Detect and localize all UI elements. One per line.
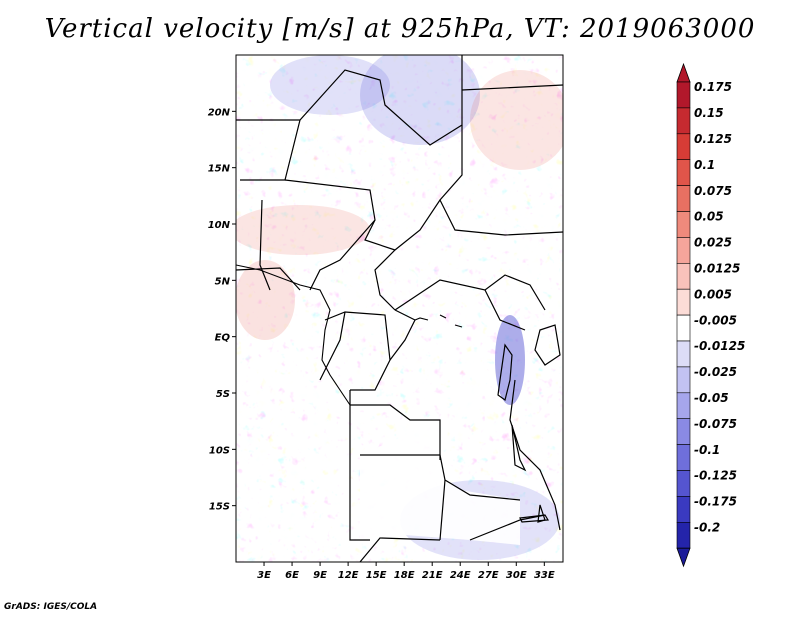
- colorbar-label: -0.025: [694, 365, 737, 379]
- colorbar-swatch: [676, 314, 691, 342]
- colorbar-label: -0.05: [694, 391, 729, 405]
- colorbar-label: -0.125: [694, 469, 737, 483]
- country-boundaries: [236, 55, 563, 562]
- lon-tick-label: 12E: [338, 570, 359, 581]
- colorbar-label: -0.2: [694, 520, 720, 534]
- colorbar-label: 0.15: [694, 106, 724, 120]
- colorbar-swatch: [676, 366, 691, 394]
- colorbar-swatch: [676, 159, 691, 186]
- colorbar-swatch: [676, 392, 691, 419]
- colorbar-bottom-arrow: [676, 547, 691, 568]
- latitude-axis: 20N 15N 10N 5N EQ 5S 10S 15S: [208, 107, 236, 513]
- colorbar-swatch: [676, 288, 691, 316]
- colorbar-swatch: [676, 521, 691, 549]
- colorbar-swatch: [676, 133, 691, 161]
- colorbar-swatch: [676, 237, 691, 264]
- colorbar-swatch: [676, 470, 691, 497]
- colorbar-swatch: [676, 340, 691, 368]
- colorbar-swatch: [676, 107, 691, 135]
- vertical-velocity-field: [236, 55, 563, 562]
- lat-tick-label: EQ: [215, 333, 231, 344]
- colorbar-label: -0.1: [694, 443, 720, 457]
- colorbar-label: -0.005: [694, 313, 737, 327]
- lat-tick-label: 15S: [209, 502, 230, 513]
- colorbar-swatch: [676, 496, 691, 523]
- lat-tick-label: 10S: [209, 445, 230, 456]
- lon-tick-label: 9E: [313, 570, 327, 581]
- colorbar-swatch: [676, 444, 691, 471]
- colorbar-top-arrow: [676, 62, 691, 83]
- colorbar-swatch: [676, 185, 691, 212]
- colorbar-label: -0.0125: [694, 339, 745, 353]
- lon-tick-label: 24E: [450, 570, 471, 581]
- colorbar-swatch: [676, 418, 691, 445]
- colorbar-label: -0.075: [694, 417, 737, 431]
- chart-title: Vertical velocity [m/s] at 925hPa, VT: 2…: [44, 14, 756, 44]
- colorbar-label: 0.05: [694, 210, 724, 224]
- lon-tick-label: 3E: [257, 570, 271, 581]
- lon-tick-label: 6E: [285, 570, 299, 581]
- colorbar-swatch: [676, 81, 691, 109]
- lon-tick-label: 33E: [534, 570, 555, 581]
- map-frame: [235, 54, 564, 563]
- colorbar-label: 0.1: [694, 158, 715, 172]
- colorbar-label: -0.175: [694, 495, 737, 509]
- colorbar-label: 0.0125: [694, 261, 740, 275]
- colorbar-label: 0.175: [694, 80, 732, 94]
- colorbar-label: 0.005: [694, 287, 732, 301]
- lon-tick-label: 18E: [394, 570, 415, 581]
- lat-tick-label: 20N: [208, 107, 231, 118]
- colorbar-label: 0.025: [694, 236, 732, 250]
- lon-tick-label: 15E: [366, 570, 387, 581]
- lon-tick-label: 30E: [506, 570, 527, 581]
- lon-tick-label: 27E: [478, 570, 499, 581]
- longitude-axis: 3E 6E 9E 12E 15E 18E 21E 24E 27E 30E 33E: [257, 562, 555, 581]
- coastline: [236, 264, 463, 406]
- lat-tick-label: 5N: [215, 276, 231, 287]
- software-credit: GrADS: IGES/COLA: [4, 602, 98, 612]
- colorbar-label: 0.125: [694, 132, 732, 146]
- lon-tick-label: 21E: [422, 570, 443, 581]
- colorbar-swatch: [676, 211, 691, 238]
- colorbar: 0.175 0.15 0.125 0.1 0.075 0.05 0.025 0.0125 0.0…: [676, 62, 745, 568]
- colorbar-label: 0.075: [694, 184, 732, 198]
- lat-tick-label: 5S: [216, 389, 230, 400]
- colorbar-swatch: [676, 262, 691, 290]
- lat-tick-label: 15N: [208, 164, 231, 175]
- lat-tick-label: 10N: [208, 220, 231, 231]
